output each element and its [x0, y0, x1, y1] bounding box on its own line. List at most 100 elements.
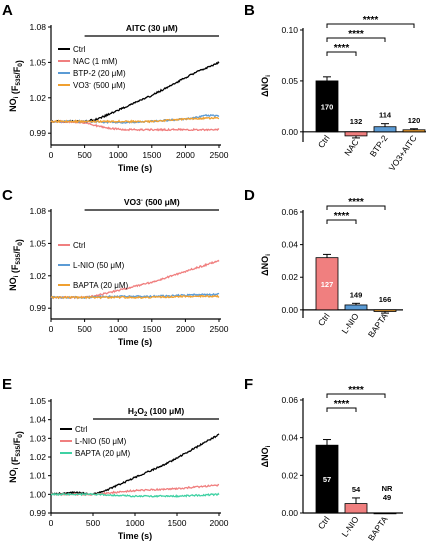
series-line-bapta — [50, 294, 220, 300]
legend-entry: BAPTA (20 μM) — [73, 281, 128, 290]
y-tick-label: 0.04 — [281, 240, 298, 250]
y-tick-label: 0.02 — [281, 272, 298, 282]
legend-entry: L-NIO (50 μM) — [73, 261, 125, 270]
significance-bracket — [326, 37, 386, 42]
legend-entry: Ctrl — [73, 45, 86, 54]
y-tick-label: 1.03 — [29, 433, 46, 443]
y-tick-label: 0.00 — [281, 508, 298, 518]
y-tick-label: 1.02 — [29, 93, 46, 103]
y-axis-label: ΔNOi — [260, 75, 272, 97]
category-label: BTP-2 — [368, 133, 390, 159]
legend-entry: VO3- (500 μM) — [73, 81, 126, 90]
x-tick-label: 1500 — [142, 150, 161, 160]
n-label: 57 — [323, 475, 331, 484]
bar-bapta — [373, 512, 397, 515]
panel-label: B — [244, 2, 255, 19]
y-tick-label: 0.00 — [281, 127, 298, 137]
series-line-ctrl — [50, 433, 220, 496]
y-tick-label: 0.06 — [281, 395, 298, 405]
legend-entry: L-NIO (50 μM) — [75, 437, 127, 446]
category-label: Ctrl — [316, 514, 332, 531]
y-tick-label: 1.02 — [29, 452, 46, 462]
y-tick-label: 1.02 — [29, 271, 46, 281]
x-axis-label: Time (s) — [118, 531, 152, 541]
x-tick-label: 500 — [78, 324, 92, 334]
treatment-label: VO3- (500 μM) — [124, 197, 180, 207]
category-label: Ctrl — [316, 133, 332, 150]
category-label: L-NIO — [339, 311, 360, 336]
y-tick-label: 0.10 — [281, 25, 298, 35]
significance-label: **** — [348, 197, 364, 208]
significance-bracket — [326, 219, 357, 224]
y-axis-label: NOi (F535/F0) — [8, 60, 24, 112]
panel-label: C — [2, 187, 13, 204]
significance-bracket — [326, 393, 386, 398]
bar-l-nio — [344, 304, 368, 311]
y-tick-label: 0.06 — [281, 207, 298, 217]
significance-label: **** — [334, 211, 350, 222]
y-tick-label: 1.08 — [29, 22, 46, 32]
x-tick-label: 2000 — [210, 518, 229, 528]
panel-label: A — [2, 2, 13, 19]
n-label: 170 — [321, 102, 334, 111]
panel-label: E — [2, 376, 12, 393]
y-tick-label: 0.99 — [29, 128, 46, 138]
significance-label: **** — [348, 385, 364, 396]
x-tick-label: 2500 — [210, 150, 229, 160]
y-tick-label: 1.08 — [29, 206, 46, 216]
x-tick-label: 2000 — [176, 324, 195, 334]
legend-entry: BAPTA (20 μM) — [75, 449, 130, 458]
y-tick-label: 0.04 — [281, 433, 298, 443]
panel-label: D — [244, 187, 255, 204]
category-label: VO3+AITC — [387, 133, 419, 173]
series-line-bapta — [50, 492, 220, 499]
n-label: 49 — [383, 493, 391, 502]
y-tick-label: 1.05 — [29, 396, 46, 406]
category-label: BAPTA — [366, 514, 390, 542]
bar-vo3+aitc — [402, 129, 426, 133]
significance-label: **** — [334, 399, 350, 410]
legend-entry: Ctrl — [73, 241, 86, 250]
bar-bapta — [373, 309, 397, 312]
y-axis-label: NOi (F535/F0) — [8, 239, 24, 291]
y-axis-label: ΔNOi — [260, 445, 272, 467]
n-label: 120 — [408, 116, 421, 125]
significance-label: **** — [363, 15, 379, 26]
series-line-nac — [50, 119, 220, 132]
y-tick-label: 0.99 — [29, 508, 46, 518]
category-label: NAC — [342, 137, 360, 157]
series-line-vo3- — [50, 116, 220, 124]
chart-panel-E: E 0.99 1.00 1.01 1.02 1.03 1.04 1.05 0 500 1000 150… — [2, 376, 229, 541]
x-tick-label: 0 — [49, 324, 54, 334]
x-tick-label: 1500 — [142, 324, 161, 334]
x-axis-label: Time (s) — [118, 337, 152, 347]
x-tick-label: 1000 — [109, 324, 128, 334]
significance-label: **** — [334, 43, 350, 54]
x-tick-label: 2500 — [210, 324, 229, 334]
bar-l-nio — [344, 503, 368, 514]
y-tick-label: 0.99 — [29, 303, 46, 313]
bar-btp-2 — [373, 126, 397, 133]
x-tick-label: 1000 — [109, 150, 128, 160]
n-label: 114 — [379, 111, 392, 120]
legend-entry: Ctrl — [75, 425, 88, 434]
nr-label: NR — [382, 484, 393, 493]
n-label: 54 — [352, 485, 361, 494]
chart-panel-D: D 0.00 0.02 0.04 0.06 ΔNOi 127 Ctrl 149 L-NIO 166 B… — [244, 187, 403, 339]
significance-bracket — [326, 407, 357, 412]
legend-entry: NAC (1 mM) — [73, 57, 118, 66]
y-tick-label: 1.05 — [29, 238, 46, 248]
treatment-label: H2O2 (100 μM) — [128, 406, 184, 418]
y-tick-label: 1.01 — [29, 471, 46, 481]
category-label: Ctrl — [316, 311, 332, 328]
x-axis-label: Time (s) — [118, 163, 152, 173]
y-tick-label: 1.04 — [29, 415, 46, 425]
legend-entry: BTP-2 (20 μM) — [73, 69, 126, 78]
n-label: 127 — [321, 280, 334, 289]
x-tick-label: 0 — [49, 150, 54, 160]
significance-bracket — [326, 23, 415, 28]
y-tick-label: 0.02 — [281, 470, 298, 480]
x-tick-label: 0 — [49, 518, 54, 528]
category-label: L-NIO — [339, 514, 360, 539]
